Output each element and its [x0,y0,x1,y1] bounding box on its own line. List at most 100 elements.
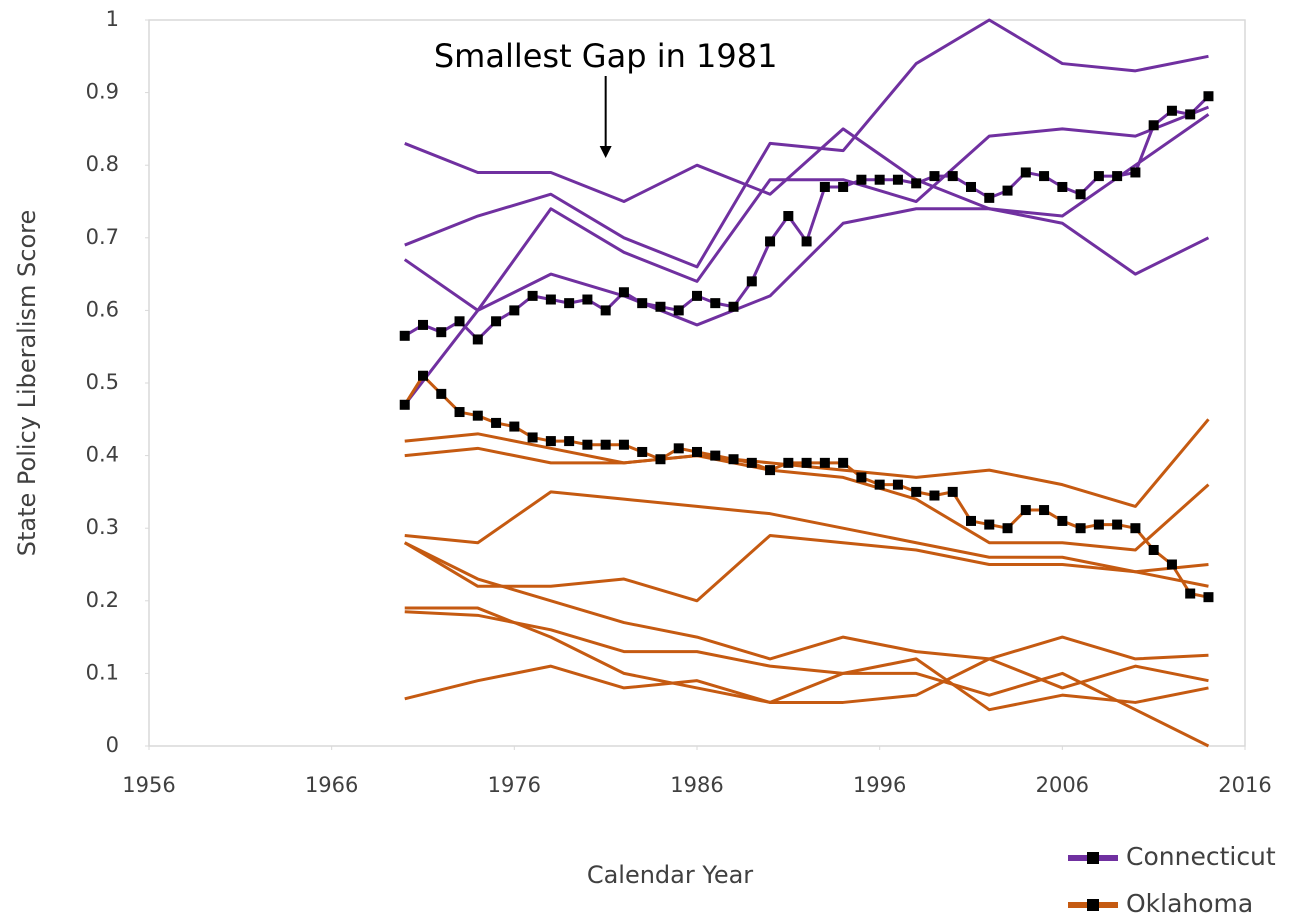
marker [582,439,593,450]
series-line [404,490,1209,588]
y-tick-label: 0.1 [86,660,119,684]
legend-label: Oklahoma [1126,889,1253,918]
marker [637,298,648,309]
marker [966,515,976,526]
y-tick-label: 0.2 [86,588,119,612]
marker [1203,592,1214,603]
marker [856,472,867,483]
marker [929,490,940,501]
series-line [403,105,1210,312]
marker [1130,167,1141,178]
marker [692,290,702,301]
marker [1002,185,1013,196]
x-tick-label: 1986 [670,773,723,797]
marker [1112,171,1123,182]
marker [1057,181,1068,192]
marker [1057,515,1068,526]
marker [637,446,648,457]
marker [1185,588,1196,599]
marker [929,171,940,182]
marker [1185,109,1196,120]
marker [819,181,830,192]
marker [673,305,684,316]
annotation: Smallest Gap in 1981 [434,37,778,75]
marker [1166,559,1177,570]
marker [472,334,483,345]
marker [582,294,593,305]
series-line [404,18,1209,269]
marker [600,305,611,316]
y-tick-label: 0.5 [86,370,119,394]
marker [692,446,702,457]
marker [710,298,721,309]
marker [1075,189,1086,200]
marker [1020,505,1031,516]
marker [1093,519,1104,530]
marker [947,486,958,497]
legend-marker [1087,899,1099,911]
y-tick-label: 0.7 [86,225,119,249]
marker [527,432,538,443]
marker [618,439,629,450]
marker [746,457,757,468]
marker [1148,120,1159,131]
marker [801,457,812,468]
y-tick-label: 0.4 [86,443,119,467]
marker [509,421,520,432]
marker [1002,523,1013,534]
marker [874,479,885,490]
marker [947,171,958,182]
marker [673,443,684,454]
x-tick-label: 1966 [305,773,358,797]
marker [838,181,849,192]
marker [1112,519,1123,530]
marker [892,174,903,185]
y-tick-label: 1 [106,7,119,31]
marker [783,457,794,468]
marker [472,410,483,421]
marker [1148,544,1159,555]
marker [728,301,739,312]
marker [746,276,757,287]
x-axis-title: Calendar Year [587,861,753,889]
marker [966,181,976,192]
marker [892,479,903,490]
marker [984,519,995,530]
marker [1203,91,1214,102]
annotation-arrowhead [599,145,612,158]
legend-marker [1087,852,1099,864]
marker [856,174,867,185]
marker [1166,105,1177,116]
marker [1020,167,1031,178]
marker [1039,505,1050,516]
x-tick-label: 1996 [853,773,906,797]
marker [1075,523,1086,534]
marker [436,327,447,338]
marker [454,316,465,327]
marker [655,454,666,465]
marker [545,436,556,447]
marker [765,236,776,247]
y-tick-label: 0.3 [86,515,119,539]
series-line [404,657,1209,704]
series-line [404,127,1210,276]
marker [728,454,739,465]
marker [1093,171,1104,182]
series-line [404,541,1209,661]
x-tick-label: 2006 [1036,773,1089,797]
series-line [403,374,1209,599]
x-tick-label: 1956 [122,773,175,797]
marker [1130,523,1141,534]
marker [509,305,520,316]
marker [399,330,410,341]
marker [545,294,556,305]
marker [564,298,575,309]
marker [655,301,666,312]
marker [491,316,502,327]
marker [418,319,428,330]
series-line [403,113,1210,406]
y-axis-title: State Policy Liberalism Score [13,210,41,557]
y-tick-label: 0.9 [86,80,119,104]
marker [984,192,995,203]
